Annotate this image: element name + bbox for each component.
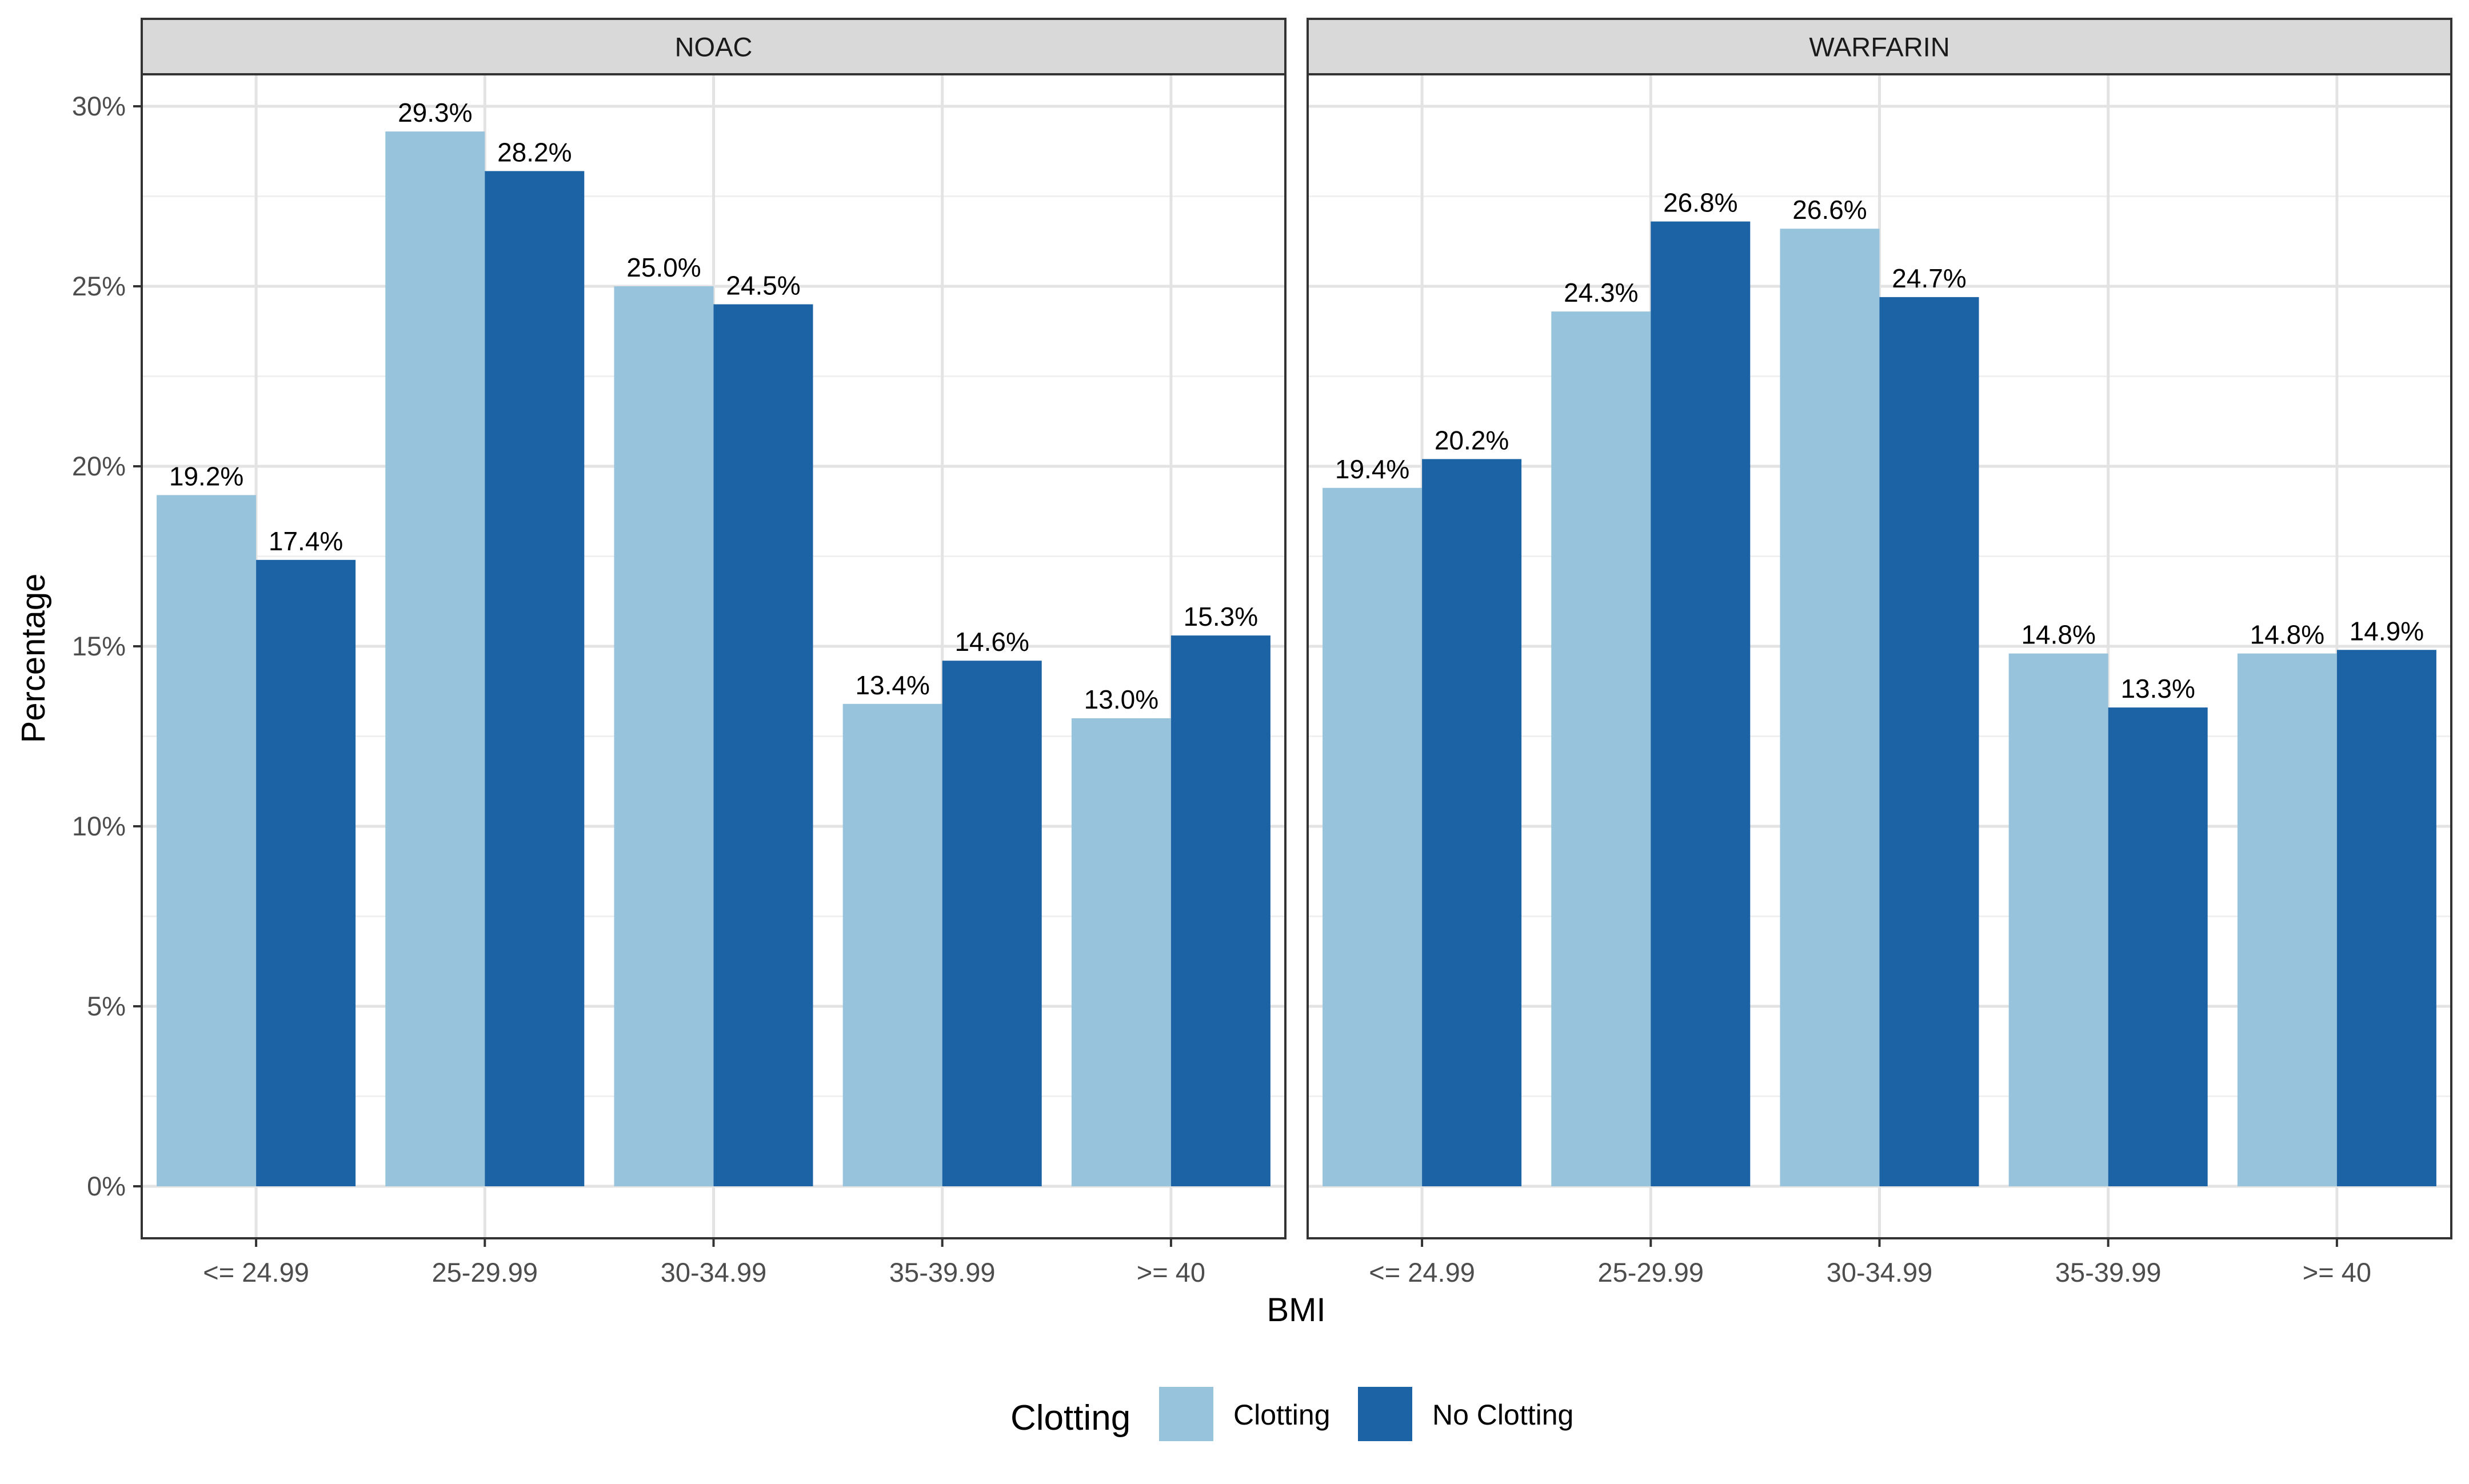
bar [1780, 229, 1880, 1187]
x-tick-label: 35-39.99 [889, 1257, 996, 1287]
data-label: 24.3% [1564, 278, 1638, 307]
data-label: 24.7% [1892, 263, 1966, 293]
y-tick-label: 25% [72, 271, 126, 301]
x-tick-label: 25-29.99 [1598, 1257, 1704, 1287]
facet-label: NOAC [675, 32, 753, 62]
y-tick-label: 30% [72, 91, 126, 121]
y-tick-label: 20% [72, 451, 126, 481]
data-label: 14.6% [954, 627, 1029, 657]
legend-key [1358, 1387, 1412, 1441]
data-label: 19.4% [1335, 454, 1409, 484]
data-label: 20.2% [1435, 425, 1509, 455]
data-label: 28.2% [497, 137, 572, 167]
data-label: 25.0% [626, 253, 701, 282]
bar [942, 661, 1042, 1186]
legend-label: Clotting [1233, 1399, 1331, 1431]
bar [2008, 653, 2108, 1186]
data-label: 26.8% [1663, 188, 1737, 218]
x-tick-label: 35-39.99 [2055, 1257, 2162, 1287]
legend-title: Clotting [1010, 1398, 1130, 1438]
y-tick-label: 15% [72, 631, 126, 661]
x-tick-label: >= 40 [1137, 1257, 1205, 1287]
bar [2336, 650, 2436, 1186]
bar [1879, 297, 1979, 1186]
data-label: 14.8% [2021, 620, 2095, 650]
data-label: 13.4% [855, 670, 929, 700]
data-label: 24.5% [726, 271, 800, 301]
x-tick-label: <= 24.99 [203, 1257, 309, 1287]
x-tick-label: >= 40 [2303, 1257, 2371, 1287]
data-label: 14.9% [2350, 616, 2424, 646]
x-axis-title: BMI [1267, 1291, 1325, 1329]
legend-label: No Clotting [1432, 1399, 1573, 1431]
facet-strip [1307, 18, 2452, 75]
data-label: 17.4% [269, 526, 343, 556]
data-label: 29.3% [398, 98, 472, 127]
x-tick-label: 25-29.99 [432, 1257, 538, 1287]
bar [1551, 311, 1651, 1186]
data-label: 13.0% [1084, 685, 1158, 714]
data-label: 26.6% [1792, 195, 1867, 225]
bar [713, 304, 813, 1186]
bar [614, 286, 714, 1186]
facet-strip [141, 18, 1287, 75]
x-tick-label: <= 24.99 [1369, 1257, 1475, 1287]
bar [1422, 459, 1522, 1186]
x-tick-label: 30-34.99 [1827, 1257, 1933, 1287]
bar [842, 703, 942, 1186]
bar [256, 559, 356, 1186]
y-tick-label: 0% [87, 1171, 126, 1201]
y-tick-label: 5% [87, 991, 126, 1021]
legend-key [1159, 1387, 1213, 1441]
bar [157, 495, 257, 1186]
y-axis-title: Percentage [15, 574, 52, 743]
x-tick-label: 30-34.99 [661, 1257, 767, 1287]
bar [2237, 653, 2337, 1186]
bar [2108, 707, 2208, 1186]
y-tick-label: 10% [72, 811, 126, 841]
data-label: 15.3% [1184, 602, 1258, 631]
bar [1170, 635, 1271, 1186]
data-label: 13.3% [2120, 674, 2195, 703]
data-label: 14.8% [2250, 620, 2324, 650]
bar [485, 171, 585, 1186]
bar [1651, 221, 1751, 1187]
bar [1071, 718, 1171, 1186]
bar [385, 131, 485, 1187]
bar [1323, 487, 1423, 1186]
facet-label: WARFARIN [1809, 32, 1949, 62]
data-label: 19.2% [169, 461, 243, 491]
